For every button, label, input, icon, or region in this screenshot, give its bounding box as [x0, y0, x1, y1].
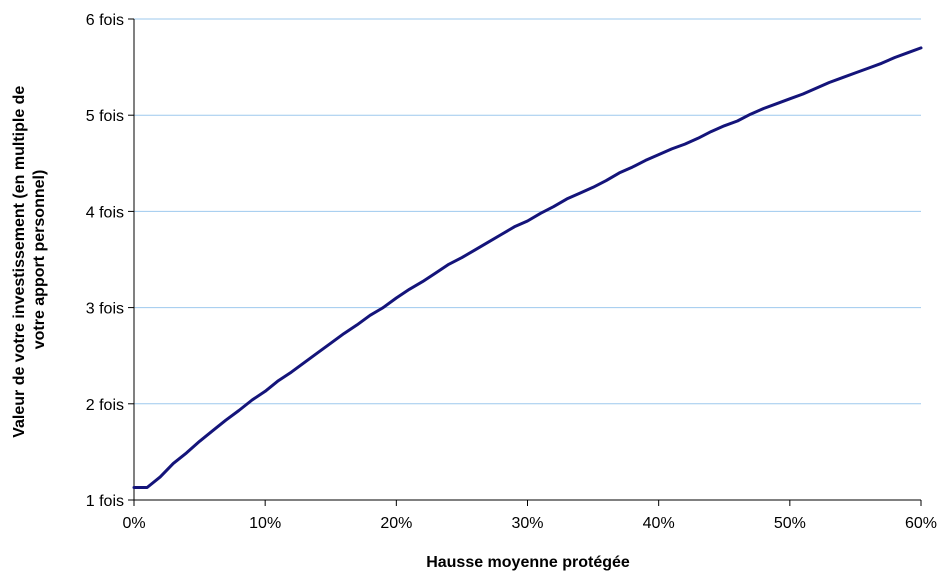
series-layer [132, 46, 923, 489]
y-axis-title: Valeur de votre investissement (en multi… [11, 81, 48, 438]
x-axis-title: Hausse moyenne protégée [426, 554, 630, 571]
y-tick-label: 4 fois [86, 204, 124, 221]
gridlines [134, 18, 921, 405]
x-tick-label: 20% [380, 515, 412, 532]
y-axis-title-line-2: votre apport personnel) [31, 170, 48, 350]
y-tick-label: 1 fois [86, 493, 124, 510]
tick-labels: 1 fois 2 fois 3 fois 4 fois 5 fois 6 fois 0% 10… [86, 12, 937, 532]
y-tick-label: 6 fois [86, 12, 124, 29]
series-line [132, 46, 923, 489]
y-tick-label: 2 fois [86, 397, 124, 414]
axes [128, 18, 922, 506]
x-tick-label: 30% [511, 515, 543, 532]
x-tick-label: 0% [122, 515, 145, 532]
x-tick-label: 50% [774, 515, 806, 532]
x-tick-label: 60% [905, 515, 937, 532]
y-tick-label: 3 fois [86, 301, 124, 318]
x-tick-label: 40% [643, 515, 675, 532]
y-axis-title-line-1: Valeur de votre investissement (en multi… [11, 86, 28, 438]
y-tick-label: 5 fois [86, 108, 124, 125]
x-tick-label: 10% [249, 515, 281, 532]
